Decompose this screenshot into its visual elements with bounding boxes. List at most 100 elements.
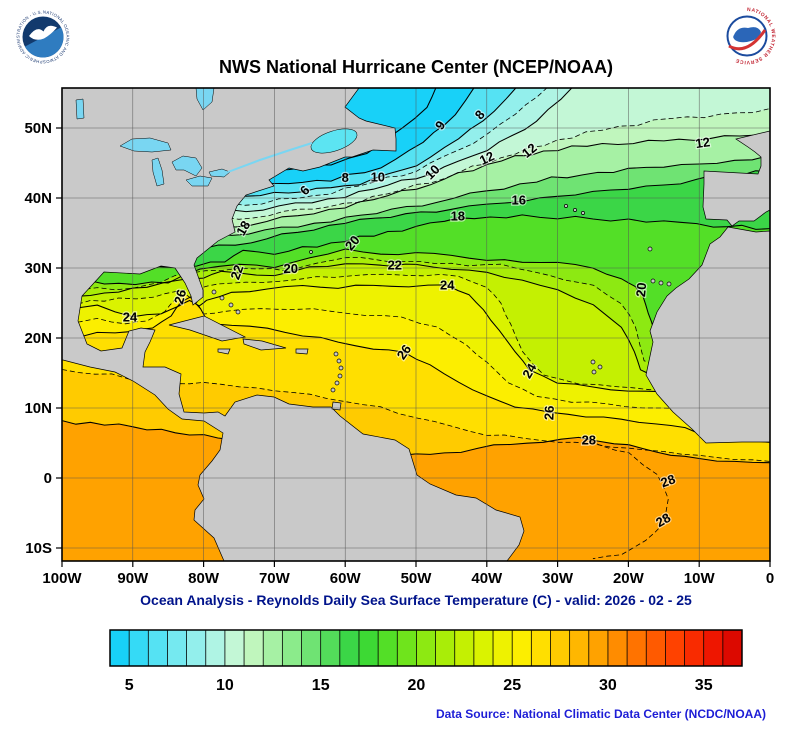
- contour-label: 8: [342, 170, 349, 185]
- contour-label: 24: [123, 310, 138, 325]
- cuba: [168, 315, 247, 342]
- caribbean-islands: [168, 250, 344, 411]
- madeira: [647, 246, 653, 252]
- canary-island: [666, 281, 672, 287]
- cape-verde-island: [591, 369, 597, 375]
- colorbar-cell: [531, 630, 551, 666]
- africa-landmass: [645, 226, 770, 444]
- lesser-antilles-island: [336, 358, 342, 364]
- lesser-antilles-island: [334, 380, 340, 386]
- americas-landmass: [62, 88, 525, 561]
- colorbar-tick-label: 10: [216, 677, 234, 694]
- contour-label: 20: [283, 261, 297, 276]
- latlon-grid: [62, 88, 770, 561]
- colorbar-cell: [722, 630, 743, 666]
- colorbar-cell: [588, 630, 609, 666]
- x-axis-label: 70W: [259, 570, 291, 587]
- colorbar-tick-label: 15: [312, 677, 330, 694]
- europe-iberia-landmass: [702, 130, 770, 227]
- x-axis-label: 50W: [401, 570, 433, 587]
- hispaniola: [242, 338, 287, 351]
- st-lawrence-river: [227, 142, 313, 173]
- page-title: NWS National Hurricane Center (NCEP/NOAA…: [218, 57, 614, 77]
- colorbar-cell: [110, 630, 130, 666]
- x-axis-label: 60W: [330, 570, 362, 587]
- y-axis-label: 0: [44, 470, 52, 487]
- colorbar-cell: [397, 630, 417, 666]
- azores-island: [573, 208, 577, 212]
- cape-verde-island: [597, 364, 603, 370]
- colorbar-tick-label: 25: [503, 677, 521, 694]
- contour-label: 12: [694, 134, 710, 151]
- y-axis-label: 40N: [24, 190, 52, 207]
- noaa-seal-ocean: [24, 27, 64, 58]
- contour-label: 24: [440, 277, 455, 292]
- bahamas-island: [219, 295, 225, 301]
- lake-winnipeg: [75, 98, 85, 120]
- colorbar-cell: [186, 630, 207, 666]
- lake-michigan: [151, 157, 165, 187]
- axis-labels: 100W 90W 80W 70W 60W 50W 40W 30W 20W 10W 0 50N 40N 30…: [24, 120, 774, 587]
- colorbar-cell: [435, 630, 456, 666]
- bahamas-island: [235, 309, 241, 315]
- colorbar-cell: [339, 630, 360, 666]
- gulf-of-st-lawrence: [310, 128, 358, 154]
- isotherm-line: [62, 296, 770, 443]
- land-masses: [62, 88, 770, 561]
- colorbar-cell: [550, 630, 571, 666]
- colorbar-tick-label: 30: [599, 677, 617, 694]
- colorbar-cell: [263, 630, 283, 666]
- x-axis-label: 30W: [542, 570, 574, 587]
- colorbar-cell: [301, 630, 322, 666]
- colorbar-cell: [148, 630, 168, 666]
- noaa-seagull-icon: [29, 25, 57, 40]
- lake-ontario: [208, 168, 231, 178]
- contour-label: 22: [227, 263, 246, 282]
- lesser-antilles-island: [333, 351, 339, 357]
- x-axis-label: 10W: [684, 570, 716, 587]
- nws-swoosh-icon: [728, 29, 767, 51]
- lesser-antilles-island: [330, 387, 336, 393]
- x-axis-label: 0: [766, 570, 774, 587]
- contour-label: 26: [541, 405, 556, 420]
- contour-label: 10: [371, 170, 385, 185]
- y-axis-label: 10S: [25, 540, 52, 557]
- colorbar-cell: [703, 630, 724, 666]
- x-axis-label: 80W: [188, 570, 220, 587]
- y-axis-label: 20N: [24, 330, 52, 347]
- colorbar-cell: [358, 630, 379, 666]
- contour-label: 22: [388, 258, 402, 273]
- colorbar-cell: [167, 630, 187, 666]
- colorbar-cell: [282, 630, 302, 666]
- lesser-antilles-island: [337, 373, 343, 379]
- isotherm-line: [589, 440, 669, 560]
- contour-label: 20: [633, 282, 649, 298]
- nws-continent-icon: [733, 27, 761, 43]
- colorbar-cell: [224, 630, 245, 666]
- isotherm-line: [62, 284, 770, 401]
- colorbar-cell: [646, 630, 666, 666]
- contour-label: 16: [511, 193, 525, 208]
- jamaica: [217, 348, 231, 355]
- james-bay: [195, 88, 215, 111]
- colorbar-tick-label: 5: [125, 677, 134, 694]
- colorbar-cell: [684, 630, 705, 666]
- colorbar-cell: [627, 630, 647, 666]
- y-axis-label: 50N: [24, 120, 52, 137]
- data-source-credit: Data Source: National Climatic Data Cent…: [435, 707, 766, 721]
- bermuda: [309, 250, 313, 254]
- azores-island: [564, 204, 568, 208]
- y-axis-label: 10N: [24, 400, 52, 417]
- y-axis-label: 30N: [24, 260, 52, 277]
- colorbar-cell: [205, 630, 226, 666]
- canary-island: [658, 280, 664, 286]
- cape-verde-island: [590, 359, 596, 365]
- isotherm-line: [62, 256, 770, 380]
- canary-island: [650, 278, 656, 284]
- contour-label: 28: [659, 471, 678, 490]
- colorbar-frame: [109, 629, 743, 667]
- map-caption: Ocean Analysis - Reynolds Daily Sea Surf…: [140, 592, 692, 608]
- x-axis-label: 100W: [42, 570, 82, 587]
- lesser-antilles-island: [338, 365, 344, 371]
